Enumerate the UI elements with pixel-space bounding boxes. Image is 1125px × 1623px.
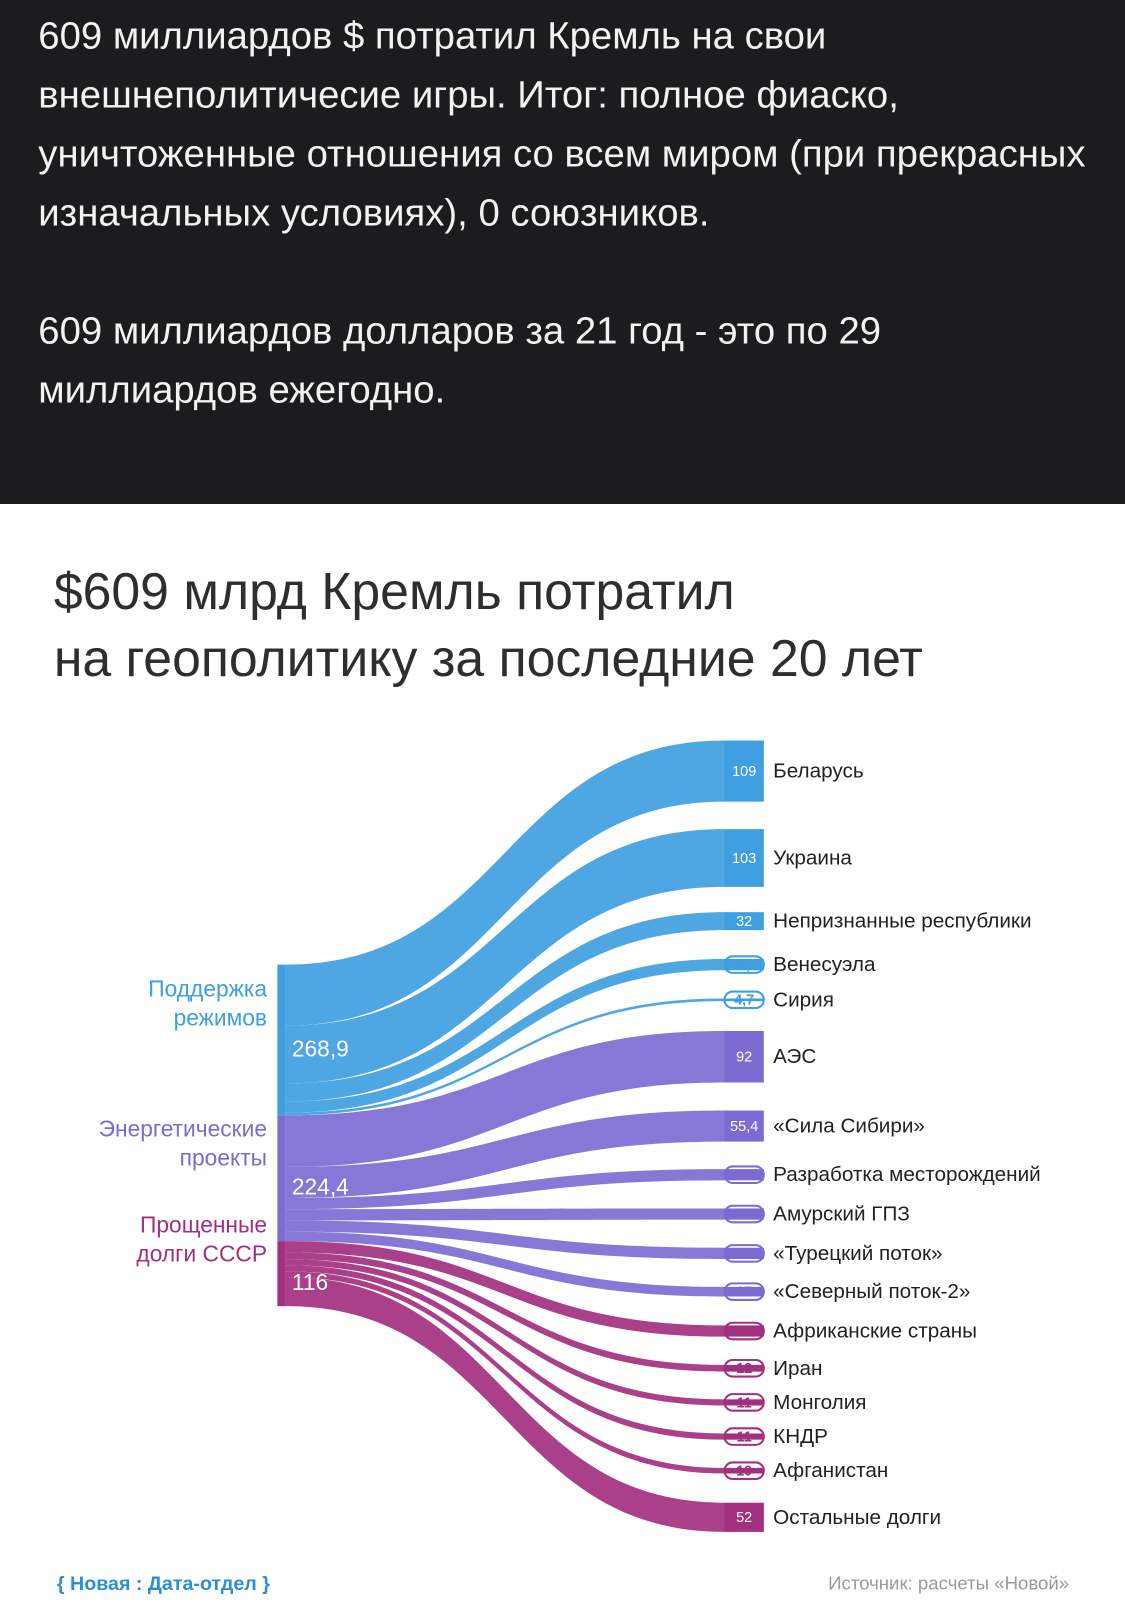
target-label: Остальные долги [773, 1506, 941, 1529]
target-label: Иран [773, 1357, 822, 1380]
target-label: «Северный поток-2» [773, 1280, 970, 1303]
target-label: Венесуэла [773, 953, 876, 976]
post-paragraph: 609 миллиардов $ потратил Кремль на свои… [38, 14, 1086, 234]
source-value-label: 116 [292, 1269, 328, 1295]
value-label: 10 [736, 1464, 752, 1480]
target-label: КНДР [773, 1425, 828, 1448]
flow [285, 740, 725, 1026]
flow [285, 1265, 725, 1440]
value-label: 55,4 [730, 1119, 758, 1135]
target-label: Монголия [773, 1391, 866, 1414]
target-bar [724, 1286, 764, 1297]
target-label: «Сила Сибири» [773, 1115, 925, 1138]
target-bar [724, 1208, 764, 1220]
flow [285, 958, 725, 1113]
value-label: 32 [736, 914, 752, 930]
target-label: Сирия [773, 988, 834, 1011]
value-label: 109 [732, 764, 756, 780]
source-label: Прощенные долги СССР [136, 1211, 268, 1267]
flow [285, 912, 725, 1102]
source-value-label: 224,4 [292, 1174, 349, 1200]
target-bar [724, 912, 764, 931]
value-label: 103 [732, 851, 756, 867]
target-label: АЭС [773, 1045, 816, 1068]
flow [285, 1110, 725, 1198]
target-label: Афганистан [773, 1459, 888, 1482]
target-bar [724, 1467, 764, 1474]
target-bar [724, 1399, 764, 1406]
value-label: 12 [736, 1361, 752, 1377]
value-label: 92 [736, 1050, 752, 1066]
source-value-label: 268,9 [292, 1035, 349, 1061]
value-label: 20 [736, 1207, 752, 1223]
post-paragraph: 609 миллиардов долларов за 21 год - это … [38, 309, 882, 411]
flow [285, 829, 725, 1084]
target-bar [724, 1030, 764, 1083]
target-bar [724, 1433, 764, 1440]
flow [285, 1271, 725, 1474]
target-bar [724, 1169, 764, 1181]
target-label: Украина [773, 847, 852, 870]
target-label: Амурский ГПЗ [773, 1203, 910, 1226]
flow [285, 1259, 725, 1406]
source-label: Поддержка режимов [148, 976, 268, 1031]
target-bar [724, 829, 764, 887]
target-bar [724, 998, 764, 1002]
value-label: 11 [737, 1395, 752, 1411]
post: 609 миллиардов $ потратил Кремль на свои… [0, 0, 1125, 505]
value-label: 17 [736, 1285, 752, 1301]
target-label: Африканские страны [773, 1320, 977, 1343]
value-label: 20 [736, 1324, 752, 1340]
target-bar [724, 958, 764, 971]
target-bar [724, 1502, 764, 1532]
source-bar [277, 1241, 286, 1307]
flow [285, 1220, 725, 1259]
value-label: 20 [736, 1168, 752, 1184]
target-label: «Турецкий поток» [773, 1242, 942, 1265]
target-label: Беларусь [773, 760, 863, 783]
value-label: 20,2 [730, 957, 758, 973]
target-bar [724, 1325, 764, 1337]
flow [285, 998, 725, 1116]
target-label: Разработка месторождений [773, 1163, 1041, 1186]
value-label: 20 [736, 1246, 752, 1262]
flow [285, 1169, 725, 1210]
source-note: Источник: расчеты «Новой» [828, 1573, 1069, 1594]
flow [285, 1030, 725, 1167]
flow [285, 1277, 725, 1532]
target-bar [724, 1247, 764, 1259]
credit: { Новая : Дата-отдел } [57, 1573, 270, 1595]
value-label: 11 [737, 1429, 752, 1445]
target-bar [724, 1110, 764, 1142]
flow [285, 1252, 725, 1372]
value-label: 4,7 [734, 993, 754, 1009]
value-label: 52 [736, 1510, 752, 1526]
target-bar [724, 1364, 764, 1372]
target-bar [724, 740, 764, 802]
target-label: Непризнанные республики [773, 910, 1031, 933]
source-bar [277, 964, 286, 1116]
source-label: Энергетические проекты [98, 1115, 268, 1171]
flow [285, 1208, 725, 1221]
source-bar [277, 1115, 286, 1242]
chart-title: на геополитику за последние 20 лет [54, 629, 923, 687]
chart-title: $609 млрд Кремль потратил [54, 562, 735, 620]
flow [285, 1231, 725, 1297]
flow [285, 1241, 725, 1337]
